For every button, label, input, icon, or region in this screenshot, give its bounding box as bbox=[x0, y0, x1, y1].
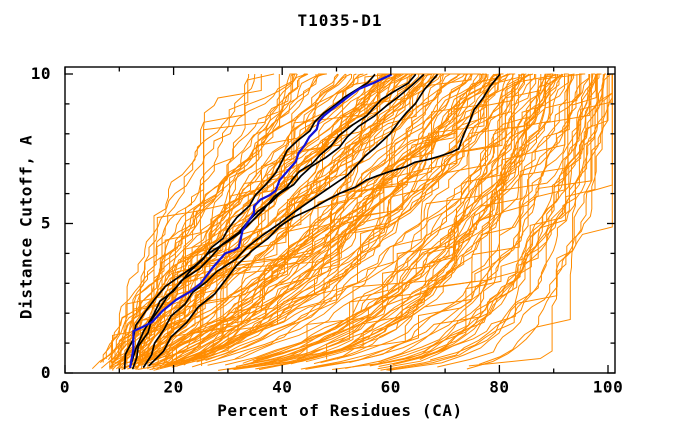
orange-model-curve bbox=[112, 73, 393, 371]
axes bbox=[64, 66, 616, 374]
tick-labels: 0 20 40 60 80 100 0 5 10 bbox=[31, 64, 623, 397]
orange-model-curve bbox=[118, 74, 488, 369]
orange-model-curve bbox=[147, 73, 500, 369]
orange-model-curve bbox=[349, 73, 596, 363]
orange-model-curve bbox=[345, 73, 570, 369]
orange-model-curve bbox=[218, 73, 564, 371]
orange-model-curve bbox=[174, 73, 531, 366]
orange-model-curve bbox=[305, 74, 600, 370]
orange-model-curve bbox=[180, 74, 487, 360]
orange-model-curve bbox=[175, 73, 487, 360]
orange-model-curve bbox=[141, 73, 297, 366]
orange-model-curve bbox=[147, 73, 352, 370]
orange-model-curve bbox=[378, 74, 597, 367]
orange-model-curve bbox=[112, 73, 364, 367]
orange-model-curve bbox=[300, 74, 591, 370]
black-model-3-curve bbox=[142, 74, 438, 368]
orange-model-curve bbox=[392, 73, 612, 365]
orange-model-curve bbox=[305, 74, 575, 363]
orange-model-curve bbox=[308, 74, 594, 369]
orange-model-curve bbox=[143, 73, 387, 369]
orange-model-curve bbox=[254, 74, 558, 362]
orange-model-curve bbox=[377, 74, 598, 370]
orange-model-curve bbox=[252, 73, 514, 362]
orange-model-curve bbox=[468, 73, 611, 367]
orange-model-curve bbox=[182, 73, 473, 363]
y-tick-label: 0 bbox=[41, 363, 51, 382]
orange-model-curve bbox=[138, 74, 280, 367]
orange-model-curve bbox=[235, 74, 546, 367]
orange-model-curve bbox=[200, 73, 444, 361]
x-tick-label: 60 bbox=[381, 378, 401, 397]
orange-model-curve bbox=[139, 73, 385, 362]
black-model-4-curve bbox=[129, 74, 425, 368]
x-tick-label: 100 bbox=[593, 378, 623, 397]
orange-model-curve bbox=[110, 73, 327, 364]
orange-model-curve bbox=[303, 73, 552, 360]
orange-model-curve bbox=[336, 74, 548, 360]
x-tick-label: 40 bbox=[272, 378, 292, 397]
orange-model-curve bbox=[121, 73, 482, 370]
y-tick-label: 10 bbox=[31, 64, 51, 83]
orange-model-curve bbox=[320, 73, 586, 364]
orange-model-curve bbox=[478, 74, 613, 365]
chart-title: T1035-D1 bbox=[297, 11, 383, 30]
y-tick-label: 5 bbox=[41, 214, 51, 233]
orange-model-curve bbox=[236, 73, 575, 367]
orange-model-curve bbox=[134, 73, 451, 369]
orange-model-curve bbox=[234, 74, 590, 370]
black-model-1-curve bbox=[132, 74, 376, 370]
orange-model-curve bbox=[332, 74, 613, 370]
server-model-curves bbox=[91, 73, 613, 371]
x-tick-label: 0 bbox=[60, 378, 70, 397]
orange-model-curve bbox=[177, 73, 524, 367]
orange-model-curve bbox=[232, 73, 556, 370]
orange-model-curve bbox=[380, 73, 606, 371]
orange-model-curve bbox=[201, 73, 501, 366]
x-tick-label: 20 bbox=[163, 378, 183, 397]
orange-model-curve bbox=[137, 73, 509, 370]
x-axis-label: Percent of Residues (CA) bbox=[217, 401, 463, 420]
orange-model-curve bbox=[99, 73, 309, 363]
orange-model-curve bbox=[259, 74, 590, 371]
orange-model-curve bbox=[168, 74, 485, 366]
orange-model-curve bbox=[122, 73, 308, 362]
orange-model-curve bbox=[148, 73, 504, 366]
orange-model-curve bbox=[176, 73, 469, 367]
orange-model-curve bbox=[290, 74, 558, 365]
orange-model-curve bbox=[419, 74, 596, 361]
orange-model-curve bbox=[196, 73, 554, 363]
x-tick-label: 80 bbox=[489, 378, 509, 397]
orange-model-curve bbox=[105, 73, 357, 359]
orange-model-curve bbox=[159, 74, 501, 369]
orange-model-curve bbox=[140, 73, 440, 370]
orange-model-curve bbox=[313, 73, 584, 365]
orange-model-curve bbox=[285, 73, 556, 365]
orange-model-curve bbox=[157, 73, 461, 365]
orange-model-curve bbox=[437, 74, 613, 368]
orange-model-curve bbox=[183, 74, 520, 366]
orange-model-curve bbox=[152, 73, 424, 366]
orange-model-curve bbox=[125, 73, 401, 364]
orange-model-curve bbox=[140, 73, 466, 361]
orange-model-curve bbox=[114, 73, 275, 364]
orange-model-curve bbox=[256, 74, 557, 360]
blue-highlight-model-curve bbox=[129, 73, 392, 369]
black-model-5-curve bbox=[148, 74, 501, 367]
orange-model-curve bbox=[233, 74, 520, 370]
orange-model-curve bbox=[175, 73, 392, 361]
highlighted-model-curves bbox=[123, 73, 501, 370]
orange-model-curve bbox=[234, 73, 502, 360]
orange-model-curve bbox=[130, 73, 470, 366]
orange-model-curve bbox=[224, 73, 569, 366]
black-model-2-curve bbox=[123, 74, 417, 370]
plot-border bbox=[64, 66, 616, 374]
orange-model-curve bbox=[326, 74, 563, 360]
orange-model-curve bbox=[191, 74, 526, 368]
